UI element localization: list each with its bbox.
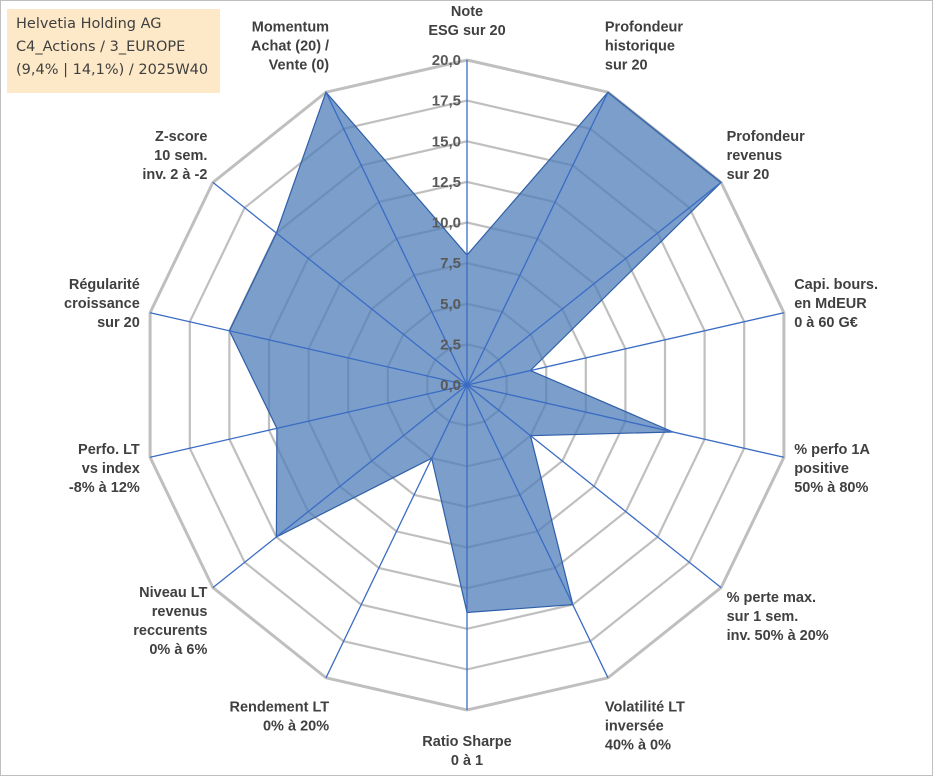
axis-spoke	[466, 384, 785, 458]
axis-label: 0 à 60 G€	[794, 315, 858, 331]
axis-spoke	[466, 91, 609, 386]
tick-label: 17,5	[432, 93, 461, 110]
axis-label: positive	[794, 461, 849, 477]
axis-spoke	[149, 312, 468, 386]
title-category: C4_Actions / 3_EUROPE	[16, 39, 186, 55]
axis-spoke	[149, 384, 468, 458]
axis-label: sur 20	[605, 58, 648, 74]
axis-spoke	[325, 384, 468, 679]
radar-tick-labels: 0,0 2,5 5,0 7,5 10,0 12,5 15,0 17,5 20,0	[432, 52, 461, 394]
axis-label: 10 sem.	[154, 148, 207, 164]
axis-label: sur 20	[97, 315, 140, 331]
axis-label: Rendement LT	[229, 699, 329, 715]
tick-label: 10,0	[432, 215, 461, 232]
axis-label: 0 à 1	[451, 753, 483, 769]
axis-label: Niveau LT	[139, 585, 207, 601]
axis-label: Régularité	[69, 277, 140, 293]
axis-label: reccurents	[133, 623, 207, 639]
axis-label: 0% à 20%	[263, 718, 329, 734]
tick-label: 12,5	[432, 174, 461, 191]
axis-label: % perfo 1A	[794, 442, 870, 458]
radar-series	[228, 91, 723, 614]
axis-label: historique	[605, 39, 675, 55]
axis-label: Momentum	[252, 20, 329, 36]
axis-label: sur 1 sem.	[727, 609, 799, 625]
tick-label: 20,0	[432, 52, 461, 69]
axis-label: Perfo. LT	[78, 442, 140, 458]
axis-label: 50% à 80%	[794, 480, 868, 496]
axis-label: Profondeur	[727, 129, 805, 145]
title-company: Helvetia Holding AG	[16, 16, 162, 32]
axis-spoke	[466, 312, 785, 386]
tick-label: 7,5	[440, 255, 461, 272]
radar-axis-labels: Note ESG sur 20 Profondeur historique sur 20…	[64, 4, 878, 769]
axis-label: % perte max.	[727, 590, 816, 606]
axis-label: Capi. bours.	[794, 277, 878, 293]
axis-label: Note	[451, 4, 483, 20]
axis-label: -8% à 12%	[69, 480, 140, 496]
axis-label: Z-score	[155, 129, 207, 145]
axis-label: revenus	[727, 148, 783, 164]
axis-spoke	[212, 181, 468, 386]
axis-label: Ratio Sharpe	[422, 734, 511, 750]
axis-label: Profondeur	[605, 20, 683, 36]
axis-label: inv. 50% à 20%	[727, 628, 829, 644]
axis-label: 0% à 6%	[149, 642, 207, 658]
axis-spoke	[466, 181, 722, 386]
axis-label: Achat (20) /	[251, 39, 329, 55]
axis-label: sur 20	[727, 167, 770, 183]
axis-label: vs index	[82, 461, 140, 477]
axis-spoke	[466, 384, 722, 589]
tick-label: 5,0	[440, 296, 461, 313]
axis-label: revenus	[152, 604, 208, 620]
title-period: (9,4% | 14,1%) / 2025W40	[16, 62, 209, 78]
radar-spokes	[149, 60, 785, 710]
axis-spoke	[325, 91, 468, 386]
axis-label: inversée	[605, 718, 664, 734]
axis-label: 40% à 0%	[605, 737, 671, 753]
axis-label: inv. 2 à -2	[142, 167, 207, 183]
axis-label: en MdEUR	[794, 296, 867, 312]
axis-label: croissance	[64, 296, 140, 312]
axis-label: ESG sur 20	[428, 23, 505, 39]
tick-label: 15,0	[432, 133, 461, 150]
axis-spoke	[212, 384, 468, 589]
axis-spoke	[466, 384, 609, 679]
axis-label: Vente (0)	[269, 58, 330, 74]
axis-label: Volatilité LT	[605, 699, 685, 715]
title-box: Helvetia Holding AG C4_Actions / 3_EUROP…	[7, 9, 220, 93]
tick-label: 2,5	[440, 336, 461, 353]
series-area	[228, 91, 723, 614]
tick-label: 0,0	[440, 377, 461, 394]
